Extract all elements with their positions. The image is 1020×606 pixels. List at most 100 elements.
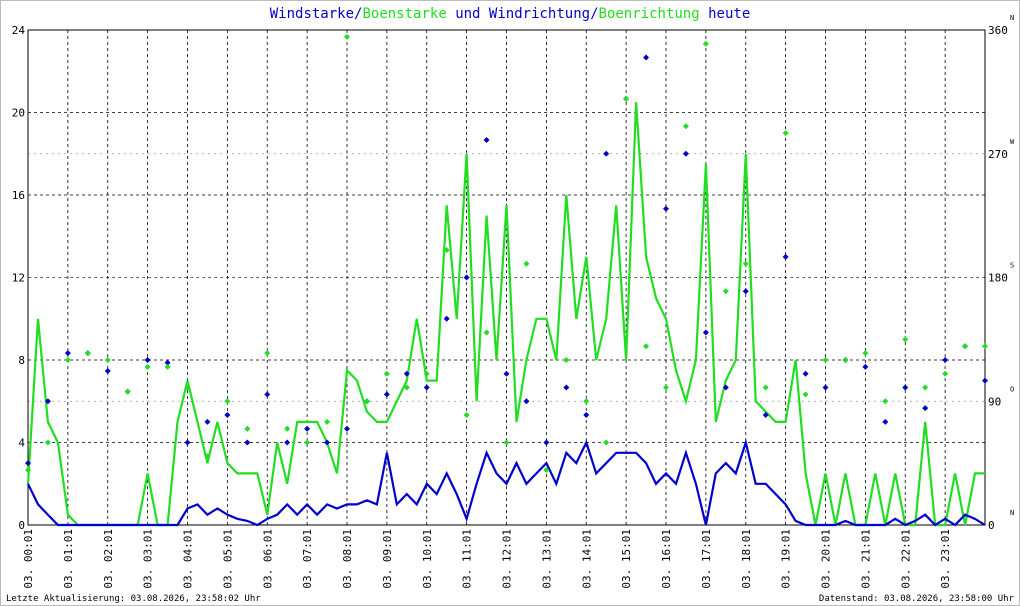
direction-point: [583, 398, 590, 405]
y2-tick-label: 180: [988, 272, 1008, 285]
direction-point: [722, 384, 729, 391]
direction-point: [882, 398, 889, 405]
direction-point: [244, 425, 251, 432]
y2-direction-label: W: [1010, 138, 1015, 146]
direction-point: [443, 315, 450, 322]
direction-point: [982, 377, 988, 384]
x-tick-label: 03. 00:01: [22, 529, 35, 589]
direction-point: [423, 384, 430, 391]
title-part: /: [590, 6, 598, 22]
series-line: [27, 438, 986, 527]
direction-point: [44, 398, 51, 405]
direction-point: [204, 453, 211, 460]
direction-point: [902, 336, 909, 343]
direction-point: [782, 130, 789, 137]
title-part: Windrichtung: [489, 6, 590, 22]
title-part: Windstarke: [270, 6, 354, 22]
direction-point: [742, 260, 749, 267]
y2-direction-label: S: [1010, 262, 1014, 270]
direction-point: [702, 40, 709, 47]
title-part: heute: [700, 6, 751, 22]
direction-point: [144, 363, 151, 370]
series-line: [26, 102, 985, 527]
direction-point: [782, 253, 789, 260]
direction-point: [682, 150, 689, 157]
y-tick-label: 8: [18, 354, 25, 367]
direction-point: [423, 370, 430, 377]
direction-point: [304, 425, 311, 432]
direction-point: [324, 418, 331, 425]
direction-point: [443, 247, 450, 253]
direction-point: [603, 150, 610, 157]
direction-point: [304, 439, 311, 446]
plot-border: [27, 29, 986, 526]
title-part: Boenstarke: [362, 6, 446, 22]
direction-point: [224, 412, 231, 418]
direction-point: [902, 384, 909, 391]
x-tick-label: 03. 09:01: [381, 529, 394, 589]
direction-point: [982, 343, 988, 350]
y2-tick-label: 360: [988, 24, 1008, 37]
direction-point: [722, 288, 729, 295]
direction-point: [204, 418, 211, 425]
direction-point: [682, 123, 689, 130]
x-tick-label: 03. 19:01: [780, 529, 793, 589]
direction-point: [164, 359, 171, 366]
y2-tick-label: 270: [988, 148, 1008, 161]
direction-point: [762, 412, 769, 418]
direction-point: [543, 467, 550, 473]
x-tick-label: 03. 12:01: [501, 529, 514, 589]
direction-point: [882, 418, 889, 425]
direction-point: [583, 412, 590, 418]
x-tick-label: 03. 06:01: [261, 529, 274, 589]
x-tick-label: 03. 10:01: [421, 529, 434, 589]
direction-point: [463, 412, 470, 418]
y2-direction-label: O: [1010, 385, 1014, 393]
x-tick-label: 03. 21:01: [859, 529, 872, 589]
direction-point: [483, 329, 490, 336]
x-tick-label: 03. 18:01: [740, 529, 753, 589]
direction-point: [503, 439, 510, 446]
direction-point: [742, 288, 749, 295]
direction-point: [702, 329, 709, 336]
y-tick-label: 16: [12, 189, 25, 202]
direction-point: [862, 350, 869, 357]
direction-point: [84, 350, 91, 357]
x-tick-label: 03. 17:01: [700, 529, 713, 589]
x-tick-label: 03. 15:01: [620, 529, 633, 589]
direction-point: [244, 439, 251, 446]
direction-point: [463, 274, 470, 281]
x-tick-label: 03. 20:01: [820, 529, 833, 589]
direction-point: [64, 350, 71, 357]
y2-tick-label: 90: [988, 395, 1001, 408]
direction-point: [663, 384, 669, 391]
x-tick-label: 03. 04:01: [182, 529, 195, 589]
direction-point: [563, 357, 570, 363]
direction-point: [64, 357, 71, 363]
direction-point: [264, 350, 271, 357]
direction-point: [403, 384, 410, 391]
direction-point: [224, 398, 231, 405]
chart-title: Windstarke/Boenstarke und Windrichtung/B…: [270, 6, 751, 22]
y-tick-label: 4: [18, 437, 25, 450]
direction-point: [264, 391, 271, 398]
x-tick-label: 03. 08:01: [341, 529, 354, 589]
x-tick-label: 03. 11:01: [461, 529, 474, 589]
direction-point: [922, 384, 929, 391]
direction-point: [344, 425, 350, 432]
direction-point: [503, 370, 510, 377]
direction-point: [144, 357, 151, 363]
direction-point: [523, 260, 530, 267]
direction-point: [284, 425, 291, 432]
direction-point: [363, 398, 370, 405]
y2-direction-label: N: [1010, 14, 1014, 22]
x-tick-label: 03. 23:01: [939, 529, 952, 589]
direction-point: [942, 370, 949, 377]
title-part: /: [354, 6, 362, 22]
direction-point: [822, 357, 829, 363]
direction-point: [563, 384, 570, 391]
x-tick-label: 03. 16:01: [660, 529, 673, 589]
direction-point: [942, 357, 949, 363]
x-tick-label: 03. 14:01: [580, 529, 593, 589]
